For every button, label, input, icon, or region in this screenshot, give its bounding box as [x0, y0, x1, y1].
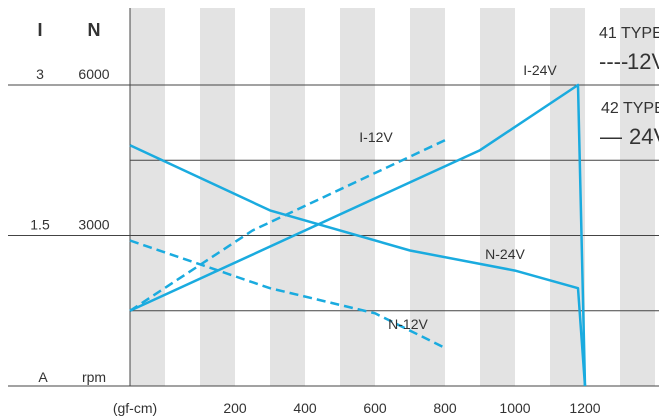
torque-unit-label: (gf-cm) [113, 400, 157, 416]
legend-type-42: 42 TYPE [601, 100, 659, 117]
current-axis-head: I [37, 20, 42, 40]
series-label-n-12v: N-12V [388, 316, 428, 332]
series-label-i-12v: I-12V [359, 129, 393, 145]
series-lines [129, 83, 587, 387]
series-labels: I-24V N-24V I-12V N-12V [359, 62, 557, 332]
legend-voltage-24v: 24V [629, 124, 659, 149]
legend-symbol-dashed: ---- [599, 49, 628, 74]
background-stripes [130, 8, 655, 386]
stripe-band [340, 8, 375, 386]
stripe-band [480, 8, 515, 386]
x-tick-label: 400 [293, 400, 317, 416]
x-tick-label: 1000 [499, 400, 530, 416]
x-tick-labels: 200 400 600 800 1000 1200 [223, 400, 600, 416]
stripe-band [130, 8, 165, 386]
legend-type-41: 41 TYPE [599, 25, 659, 42]
current-tick-label: 1.5 [30, 217, 50, 233]
horizontal-gridlines [8, 8, 659, 387]
speed-tick-label: 3000 [78, 217, 109, 233]
x-tick-label: 600 [363, 400, 387, 416]
stripe-band [200, 8, 235, 386]
series-line-n-12v [129, 239, 446, 350]
series-label-n-24v: N-24V [485, 246, 525, 262]
series-line-i-24v [129, 83, 587, 387]
x-tick-label: 200 [223, 400, 247, 416]
x-tick-label: 800 [433, 400, 457, 416]
current-unit-label: A [38, 369, 48, 385]
series-label-i-24v: I-24V [523, 62, 557, 78]
stripe-band [410, 8, 445, 386]
stripe-band [270, 8, 305, 386]
x-tick-label: 1200 [569, 400, 600, 416]
series-line-n-24v [129, 144, 587, 387]
speed-tick-label: 6000 [78, 66, 109, 82]
legend-symbol-solid: — [600, 124, 622, 149]
legend: 41 TYPE ---- 12V 42 TYPE — 24V [599, 25, 659, 149]
legend-voltage-12v: 12V [627, 49, 659, 74]
speed-axis-head: N [88, 20, 101, 40]
current-tick-label: 3 [36, 66, 44, 82]
stripe-band [620, 8, 655, 386]
y-tick-labels: 3 1.5 6000 3000 [30, 66, 110, 233]
speed-unit-label: rpm [82, 369, 106, 385]
series-line-i-12v [129, 139, 446, 312]
stripe-band [550, 8, 585, 386]
